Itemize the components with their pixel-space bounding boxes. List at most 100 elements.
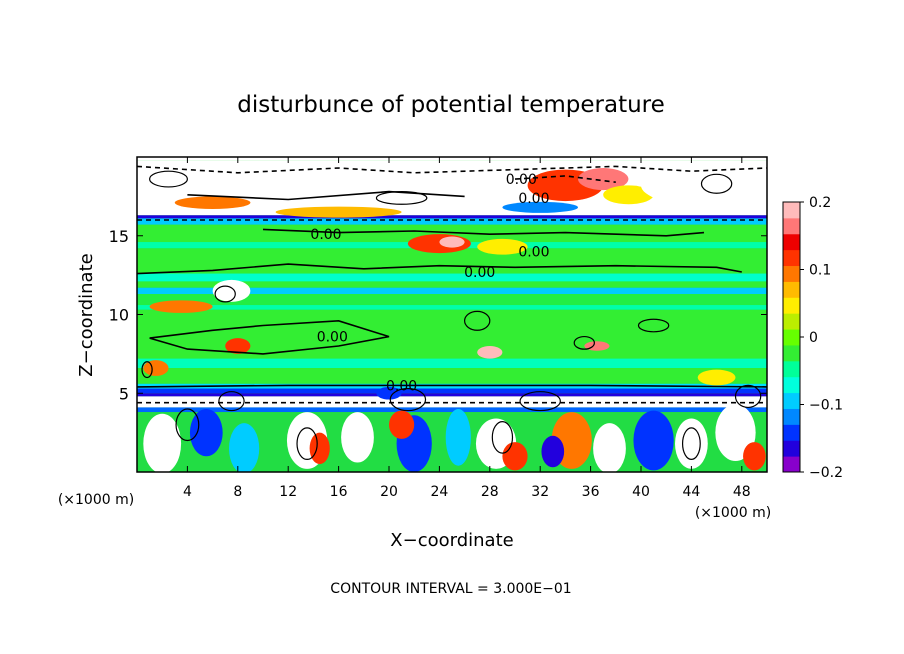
contour-loop: [149, 170, 189, 188]
x-tick-label: 48: [733, 484, 751, 500]
field-band: [137, 248, 767, 274]
contour-loop: [464, 310, 491, 331]
field-band: [137, 294, 767, 306]
field-band: [137, 393, 767, 397]
x-tick-label: 20: [380, 484, 398, 500]
field-anomaly: [143, 360, 169, 376]
contour-loop: [681, 427, 701, 460]
contour-loop: [734, 384, 762, 409]
colorbar-swatch: [783, 202, 800, 219]
field-anomaly: [641, 164, 767, 206]
field-anomaly: [697, 369, 736, 386]
y-tick-label: 10: [109, 306, 129, 325]
contour-loop: [375, 191, 428, 205]
contour-loop: [141, 361, 153, 379]
contour-interval-note: CONTOUR INTERVAL = 3.000E−01: [330, 581, 571, 597]
contour-loop: [491, 421, 514, 454]
field-anomaly: [174, 196, 251, 209]
colorbar-swatch: [783, 329, 800, 346]
contour-loop: [573, 335, 595, 350]
field-anomaly: [189, 409, 223, 457]
contour-label: 0.00: [310, 227, 341, 243]
x-axis: 4 8 12 16 20 24 28 32 36 40 44 48: [183, 157, 751, 500]
field-anomaly: [477, 346, 503, 359]
x-unit-label-right: (×1000 m): [695, 505, 771, 521]
colorbar-swatch: [783, 297, 800, 314]
colorbar-swatch: [783, 344, 800, 362]
field-anomaly: [477, 238, 528, 255]
field-band: [137, 368, 767, 384]
contour-line: [137, 165, 767, 174]
colorbar-tick-label: −0.2: [809, 465, 843, 481]
contour-label: 0.00: [317, 330, 348, 346]
x-tick-label: 8: [233, 484, 242, 500]
contour-line: [137, 384, 767, 388]
x-axis-label: X−coordinate: [390, 530, 513, 551]
field-band: [137, 358, 767, 369]
chart-title: disturbunce of potential temperature: [237, 92, 665, 118]
x-tick-label: 16: [330, 484, 348, 500]
contour-lines: [137, 165, 767, 460]
field-anomaly: [593, 423, 626, 472]
colorbar-swatch: [783, 265, 800, 282]
colorbar-swatch: [783, 456, 800, 473]
y-axis: 5 10 15: [109, 227, 767, 403]
field-anomaly: [309, 432, 330, 465]
contour-line: [137, 263, 742, 275]
field-anomaly: [578, 168, 629, 191]
y-tick-label: 5: [119, 384, 129, 403]
field-anomaly: [439, 236, 465, 248]
field-anomaly: [715, 404, 756, 461]
colorbar-swatch: [783, 313, 800, 330]
contour-line: [187, 190, 465, 201]
field-anomaly: [212, 279, 251, 302]
field-anomaly: [541, 435, 565, 468]
field-anomaly: [341, 412, 374, 463]
field-anomaly: [149, 300, 213, 313]
x-tick-label: 40: [632, 484, 650, 500]
field-band: [137, 273, 767, 282]
x-tick-label: 24: [430, 484, 448, 500]
contour-loop: [296, 427, 318, 460]
field-band: [137, 218, 767, 225]
contour-loop: [519, 391, 561, 412]
field-anomaly: [376, 386, 402, 400]
colorbar-swatch: [783, 249, 800, 267]
field-anomaly: [228, 423, 260, 472]
x-tick-label: 12: [279, 484, 297, 500]
field-anomaly: [675, 418, 708, 469]
field-anomaly: [445, 409, 471, 466]
field-band: [137, 388, 767, 394]
colorbar-tick-label: 0.1: [809, 263, 831, 279]
field-anomaly: [502, 201, 578, 213]
contour-line: [514, 175, 616, 183]
field-anomaly: [225, 338, 251, 354]
contour-line: [262, 228, 705, 237]
x-tick-label: 28: [481, 484, 499, 500]
colorbar-tick-label: 0: [809, 330, 818, 346]
y-tick-label: 15: [109, 227, 129, 246]
field-band: [137, 157, 767, 161]
contour-loop: [175, 408, 200, 442]
contour-label: 0.00: [518, 191, 549, 207]
field-band: [137, 215, 767, 219]
field-band: [137, 305, 767, 310]
contour-line: [149, 319, 390, 355]
colorbar-swatch: [783, 281, 800, 298]
colorbar-swatch: [783, 392, 800, 409]
field-anomaly: [743, 442, 766, 471]
contour-label: 0.00: [506, 172, 537, 188]
field-anomaly: [143, 413, 182, 472]
field-anomaly: [275, 206, 402, 218]
field-band: [137, 407, 767, 413]
contour-loop: [218, 391, 245, 412]
x-tick-label: 4: [183, 484, 192, 500]
contour-label: 0.00: [518, 245, 549, 261]
contour-label: 0.00: [386, 378, 417, 394]
y-axis-label: Z−coordinate: [76, 253, 97, 376]
contour-loop: [700, 173, 733, 194]
colorbar-swatch: [783, 233, 800, 251]
contour-label: 0.00: [464, 265, 495, 281]
field-anomaly: [633, 410, 674, 471]
